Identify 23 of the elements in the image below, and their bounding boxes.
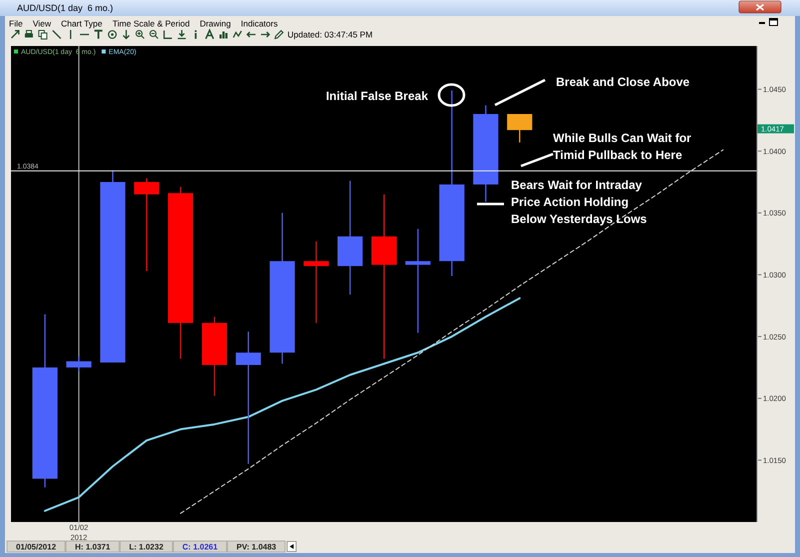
text: Time Scale & Period [112, 18, 190, 28]
annotation: While Bulls Can Wait for Timid Pullback to Here [553, 131, 692, 162]
text: C: 1.0261 [182, 542, 218, 552]
candlestick [236, 331, 261, 464]
text: Indicators [240, 18, 278, 28]
text: L: 1.0232 [129, 542, 164, 552]
annotation: Initial False Break [326, 89, 428, 103]
annotation: Break and Close Above [556, 75, 690, 89]
annotation: Bears Wait for Intraday Price Action Holding Below Yesterdays Lows [511, 178, 648, 226]
candlestick [134, 178, 160, 272]
text: 01/05/2012 [16, 542, 57, 552]
text: View [32, 18, 52, 28]
text: Drawing [200, 18, 232, 28]
candlestick [304, 240, 329, 324]
text: File [9, 18, 23, 28]
text: H: 1.0371 [75, 542, 111, 552]
text: Chart Type [60, 18, 103, 28]
text: PV: 1.0483 [236, 542, 277, 552]
chart-title: AUD/USD(1 day 6 mo.) [17, 3, 114, 13]
text: Updated: 03:47:45 PM [288, 30, 373, 40]
line-series [180, 149, 724, 514]
line-series [44, 297, 521, 512]
candlestick [405, 228, 430, 334]
